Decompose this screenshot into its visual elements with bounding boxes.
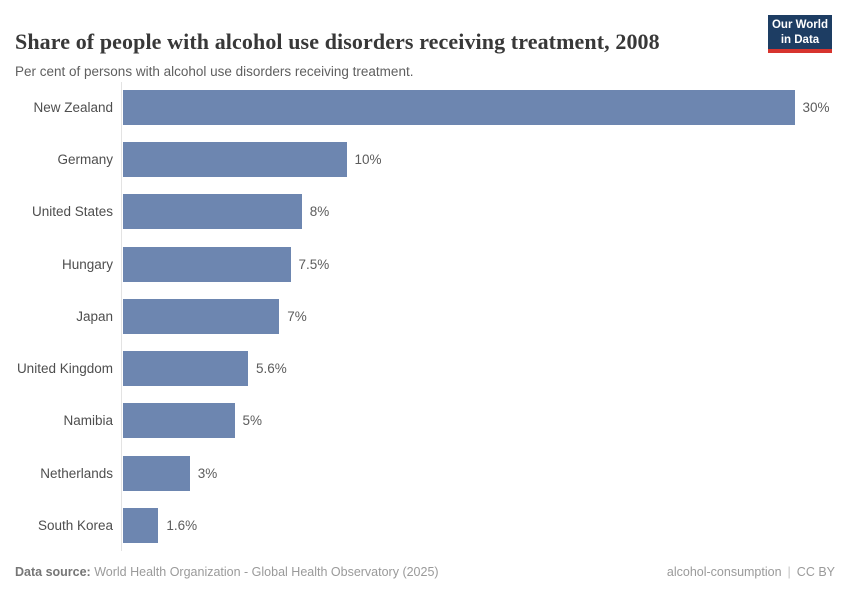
bar-row: United Kingdom 5.6% bbox=[15, 342, 835, 394]
footer-separator: | bbox=[787, 565, 791, 579]
value-label: 3% bbox=[197, 465, 218, 481]
data-source-label: Data source: bbox=[15, 565, 91, 579]
footer-right: alcohol-consumption | CC BY bbox=[667, 565, 835, 579]
bar[interactable] bbox=[122, 351, 248, 387]
bar[interactable] bbox=[122, 455, 190, 491]
owid-logo-line2: in Data bbox=[780, 33, 820, 46]
bar[interactable] bbox=[122, 403, 235, 439]
y-axis-line bbox=[121, 82, 122, 551]
bar[interactable] bbox=[122, 246, 291, 282]
owid-logo-line1: Our World bbox=[771, 19, 828, 31]
value-label: 8% bbox=[309, 204, 330, 220]
license-badge[interactable]: CC BY bbox=[796, 565, 835, 579]
value-label: 10% bbox=[354, 151, 382, 167]
country-label: Namibia bbox=[63, 413, 113, 429]
bar-row: Germany 10% bbox=[15, 133, 835, 185]
page-title: Share of people with alcohol use disorde… bbox=[15, 28, 660, 54]
bar-row: Namibia 5% bbox=[15, 395, 835, 447]
country-label: New Zealand bbox=[33, 99, 113, 115]
footer: Data source: World Health Organization -… bbox=[15, 565, 835, 579]
country-label: United Kingdom bbox=[16, 361, 113, 377]
bar-row: Hungary 7.5% bbox=[15, 238, 835, 290]
value-label: 5.6% bbox=[255, 361, 287, 377]
country-label: South Korea bbox=[37, 518, 113, 534]
value-label: 1.6% bbox=[166, 518, 198, 534]
value-label: 7% bbox=[287, 308, 307, 324]
value-label: 5% bbox=[242, 413, 263, 429]
country-label: Netherlands bbox=[40, 465, 113, 481]
bar-row: Netherlands 3% bbox=[15, 447, 835, 499]
bar[interactable] bbox=[122, 89, 795, 125]
bar[interactable] bbox=[122, 141, 347, 177]
owid-logo[interactable]: Our World in Data bbox=[768, 15, 832, 53]
page-subtitle: Per cent of persons with alcohol use dis… bbox=[15, 63, 414, 79]
bar-row: Japan 7% bbox=[15, 290, 835, 342]
bar[interactable] bbox=[122, 298, 280, 334]
data-source-note: Data source: World Health Organization -… bbox=[15, 565, 439, 579]
country-label: Japan bbox=[76, 308, 113, 324]
value-label: 30% bbox=[802, 99, 830, 115]
bar[interactable] bbox=[122, 194, 302, 230]
country-label: Germany bbox=[57, 151, 113, 167]
country-label: United States bbox=[31, 204, 113, 220]
bar[interactable] bbox=[122, 508, 159, 544]
chart-slug[interactable]: alcohol-consumption bbox=[666, 565, 782, 579]
country-label: Hungary bbox=[61, 256, 113, 272]
data-source-text: World Health Organization - Global Healt… bbox=[90, 565, 439, 579]
bar-row: United States 8% bbox=[15, 186, 835, 238]
bar-chart: New Zealand 30% Germany 10% United States 8% H… bbox=[15, 81, 835, 552]
bar-row: New Zealand 30% bbox=[15, 81, 835, 133]
value-label: 7.5% bbox=[298, 256, 330, 272]
bar-row: South Korea 1.6% bbox=[15, 499, 835, 551]
